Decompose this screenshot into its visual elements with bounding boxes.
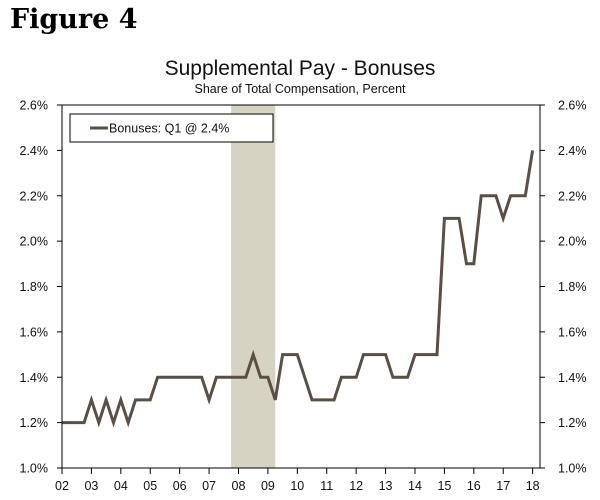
y-tick-label-left: 2.6% — [20, 99, 49, 113]
x-tick-label: 13 — [379, 479, 393, 493]
x-tick-label: 09 — [261, 479, 275, 493]
y-tick-label-left: 1.8% — [20, 280, 49, 294]
series-line-bonuses — [62, 150, 535, 428]
x-tick-label: 10 — [290, 479, 304, 493]
x-tick-label: 03 — [84, 479, 98, 493]
y-tick-label-left: 2.4% — [20, 144, 49, 158]
x-tick-label: 11 — [320, 479, 333, 493]
x-axis: 02 03 04 05 06 07 08 09 10 11 12 13 14 15 16 17 18 — [55, 468, 540, 493]
y-tick-label-left: 1.2% — [20, 416, 49, 430]
y-tick-label-right: 1.4% — [558, 371, 587, 385]
y-tick-label-left: 1.0% — [20, 462, 49, 476]
y-tick-label-left: 2.0% — [20, 235, 49, 249]
x-tick-label: 08 — [232, 479, 246, 493]
recession-band — [231, 105, 276, 468]
chart-title: Supplemental Pay - Bonuses — [164, 57, 436, 80]
y-tick-label-right: 2.6% — [558, 99, 587, 113]
y-tick-label-right: 1.6% — [558, 325, 587, 339]
x-tick-label: 15 — [437, 479, 451, 493]
y-axis-right: 1.0% 1.2% 1.4% 1.6% 1.8% 2.0% 2.2% 2.4% 2.6% — [540, 99, 587, 476]
y-tick-label-left: 2.2% — [20, 189, 49, 203]
x-tick-label: 14 — [408, 479, 422, 493]
x-tick-label: 16 — [467, 479, 481, 493]
y-tick-label-left: 1.6% — [20, 325, 49, 339]
y-tick-label-right: 1.8% — [558, 280, 587, 294]
y-tick-label-right: 1.2% — [558, 416, 587, 430]
figure-label: Figure 4 — [10, 4, 138, 35]
x-tick-label: 02 — [55, 479, 69, 493]
x-tick-label: 18 — [526, 479, 540, 493]
y-tick-label-right: 2.0% — [558, 235, 587, 249]
x-tick-label: 17 — [496, 479, 510, 493]
legend-label: Bonuses: Q1 @ 2.4% — [109, 122, 229, 136]
y-axis-left: 1.0% 1.2% 1.4% 1.6% 1.8% 2.0% 2.2% 2.4% 2.6% — [20, 99, 62, 476]
y-tick-label-right: 1.0% — [558, 462, 587, 476]
y-tick-label-right: 2.4% — [558, 144, 587, 158]
x-tick-label: 06 — [173, 479, 187, 493]
x-tick-label: 05 — [143, 479, 157, 493]
chart-subtitle: Share of Total Compensation, Percent — [194, 82, 406, 96]
x-tick-label: 04 — [114, 479, 128, 493]
y-tick-label-right: 2.2% — [558, 189, 587, 203]
y-tick-label-left: 1.4% — [20, 371, 49, 385]
x-tick-label: 07 — [202, 479, 216, 493]
x-tick-label: 12 — [349, 479, 363, 493]
legend: Bonuses: Q1 @ 2.4% — [69, 113, 274, 143]
plot-frame — [61, 104, 541, 469]
